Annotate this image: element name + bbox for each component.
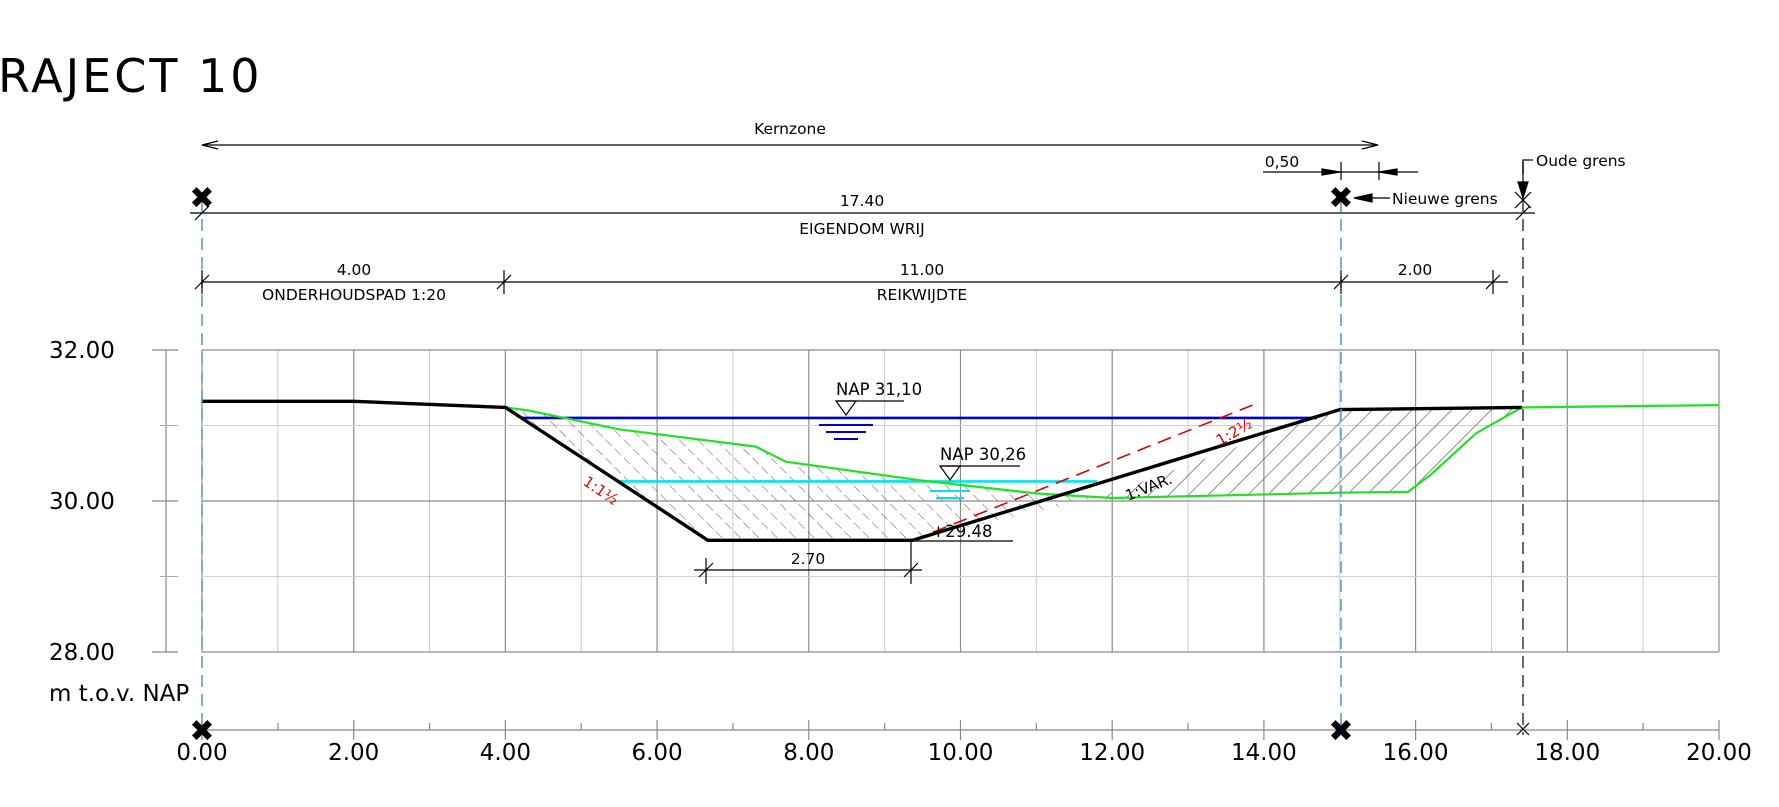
x-tick-label: 12.00 — [1079, 740, 1145, 766]
slope-guide-right — [912, 404, 1253, 542]
total-width-value: 17.40 — [840, 192, 884, 210]
marker-cross-icon: ✖ — [1328, 181, 1353, 216]
water-low-label: NAP 30,26 — [940, 445, 1026, 464]
x-tick-label: 14.00 — [1231, 740, 1297, 766]
y-tick-label: 28.00 — [49, 640, 115, 666]
x-tick-label: 10.00 — [928, 740, 994, 766]
pad-label: ONDERHOUDSPAD 1:20 — [262, 286, 446, 304]
x-tick-label: 2.00 — [328, 740, 379, 766]
marker-cross-icon: ✖ — [1328, 714, 1353, 749]
reach-width-value: 11.00 — [900, 261, 944, 279]
drawing-title: RAJECT 10 — [0, 49, 263, 103]
water-level-high-symbol — [819, 400, 904, 440]
bed-level-label: +29.48 — [931, 522, 992, 541]
x-tick-label: 6.00 — [631, 740, 682, 766]
boundary-lines — [201, 162, 1524, 735]
hatched-areas — [505, 407, 1522, 541]
marker-cross-icon: ✖ — [189, 714, 214, 749]
x-tick-label: 18.00 — [1534, 740, 1600, 766]
x-tick-label: 16.00 — [1383, 740, 1449, 766]
extra-width-value: 2.00 — [1398, 261, 1433, 279]
nieuwe-grens-label: Nieuwe grens — [1392, 190, 1498, 208]
excavation-hatch — [505, 407, 1101, 541]
water-high-label: NAP 31,10 — [836, 380, 922, 399]
y-tick-label: 30.00 — [49, 489, 115, 515]
dimension-lines — [190, 140, 1535, 584]
property-markers: ✖ ✖ ✖ ✖ — [189, 181, 1532, 749]
oude-grens-label: Oude grens — [1536, 152, 1626, 170]
reach-label: REIKWIJDTE — [877, 286, 967, 304]
pad-width-value: 4.00 — [337, 261, 372, 279]
kernzone-label: Kernzone — [754, 120, 826, 138]
x-tick-label: 4.00 — [480, 740, 531, 766]
grid — [201, 349, 1720, 653]
y-axis-title: m t.o.v. NAP — [49, 681, 189, 707]
y-tick-label: 32.00 — [49, 338, 115, 364]
marker-cross-icon: ✖ — [189, 181, 214, 216]
property-label: EIGENDOM WRIJ — [799, 220, 924, 238]
profile-lines — [202, 399, 1720, 542]
bottom-width-value: 2.70 — [791, 550, 826, 568]
x-tick-label: 20.00 — [1686, 740, 1752, 766]
x-tick-label: 8.00 — [783, 740, 834, 766]
water-level-low-symbol — [930, 465, 1020, 499]
existing-terrain-line — [505, 404, 1720, 500]
x-tick-label: 0.00 — [176, 740, 227, 766]
axes: 28.00 30.00 32.00 0.00 2.00 4.00 6.00 8.00 10.00… — [49, 338, 1752, 766]
design-profile-line — [202, 399, 1522, 542]
fill-hatch — [1100, 407, 1522, 498]
offset-value: 0,50 — [1265, 153, 1300, 171]
